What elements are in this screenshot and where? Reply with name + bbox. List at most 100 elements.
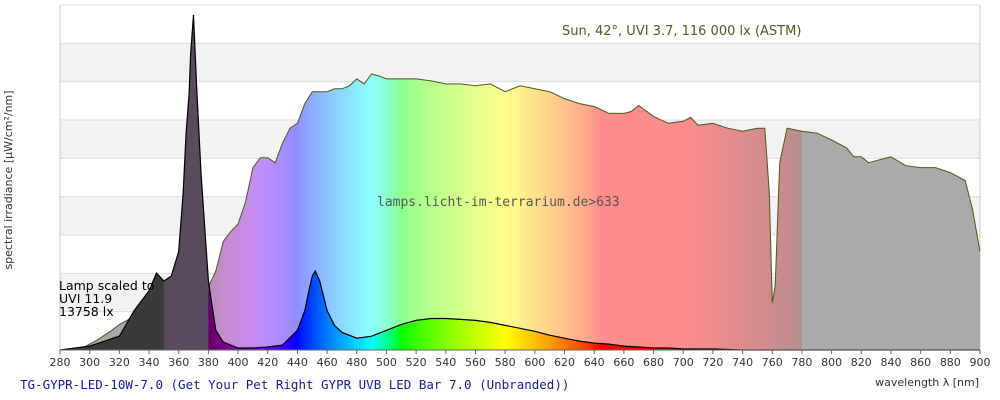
sun-strip [445, 74, 450, 350]
x-tick-label: 820 [851, 356, 872, 369]
watermark: lamps.licht-im-terrarium.de>633 [377, 195, 620, 210]
sun-strip [950, 74, 954, 350]
sun-strip [330, 74, 334, 350]
sun-strip [505, 74, 509, 350]
x-tick-label: 600 [524, 356, 545, 369]
sun-strip [778, 74, 782, 350]
sun-strip [282, 74, 287, 350]
sun-strip [371, 74, 376, 350]
sun-strip [454, 74, 459, 350]
sun-strip [428, 74, 432, 350]
sun-strip [798, 74, 803, 350]
sun-strip [890, 74, 895, 350]
sun-strip [288, 74, 293, 350]
sun-strip [255, 74, 260, 350]
sun-strip [347, 74, 352, 350]
lamp-series-line [59, 14, 980, 351]
sun-strip [709, 74, 714, 350]
x-tick-label: 340 [139, 356, 160, 369]
sun-strip [430, 74, 435, 350]
sun-strip [558, 74, 563, 350]
sun-strip [674, 74, 678, 350]
sun-strip [410, 74, 414, 350]
sun-strip [321, 74, 325, 350]
sun-strip [472, 74, 477, 350]
sun-strip [819, 74, 824, 350]
sun-strip [701, 74, 705, 350]
sun-strip [632, 74, 637, 350]
sun-strip [341, 74, 346, 350]
sun-strip [902, 74, 907, 350]
sun-strip [790, 74, 794, 350]
sun-strip [861, 74, 865, 350]
sun-strip [932, 74, 937, 350]
sun-strip [350, 74, 355, 350]
sun-strip [597, 74, 601, 350]
sun-strip [333, 74, 337, 350]
sun-strip [686, 74, 690, 350]
sun-strip [490, 74, 494, 350]
sun-strip [926, 74, 931, 350]
sun-strip [496, 74, 500, 350]
sun-strip [828, 74, 833, 350]
x-tick-label: 900 [970, 356, 991, 369]
x-tick-label: 400 [228, 356, 249, 369]
sun-strip [576, 74, 580, 350]
grid-band [60, 43, 980, 82]
sun-strip [911, 74, 916, 350]
sun-strip [760, 74, 764, 350]
sun-strip [665, 74, 669, 350]
sun-strip [389, 74, 393, 350]
sun-strip [534, 74, 539, 350]
x-axis-label: wavelength λ [nm] [875, 376, 979, 389]
sun-strip [644, 74, 649, 350]
sun-strip [380, 74, 385, 350]
sun-strip [404, 74, 408, 350]
sun-strip [502, 74, 506, 350]
sun-strip [606, 74, 610, 350]
sun-strip [766, 74, 770, 350]
sun-strip [484, 74, 488, 350]
sun-strip [689, 74, 693, 350]
sun-strip [825, 74, 830, 350]
sun-strip [570, 74, 575, 350]
sun-strip [359, 74, 364, 350]
sun-strip [457, 74, 462, 350]
sun-strip [546, 74, 551, 350]
sun-strip [899, 74, 904, 350]
sun-strip [241, 74, 245, 350]
sun-strip [543, 74, 548, 350]
sun-strip [656, 74, 661, 350]
sun-strip [947, 74, 951, 350]
sun-strip [297, 74, 301, 350]
sun-strip [246, 74, 251, 350]
sun-strip [893, 74, 898, 350]
sun-strip [662, 74, 667, 350]
lamp-strip [190, 14, 195, 350]
sun-strip [956, 74, 960, 350]
x-tick-label: 440 [287, 356, 308, 369]
sun-strip [395, 74, 399, 350]
sun-strip [478, 74, 483, 350]
sun-strip [742, 74, 747, 350]
x-tick-label: 880 [940, 356, 961, 369]
sun-strip [843, 74, 848, 350]
sun-strip [249, 74, 254, 350]
sun-strip [588, 74, 592, 350]
sun-strip [540, 74, 545, 350]
sun-strip [422, 74, 426, 350]
sun-strip [582, 74, 586, 350]
sun-strip [712, 74, 717, 350]
sun-strip [442, 74, 447, 350]
sun-strip [306, 74, 310, 350]
sun-strip [748, 74, 753, 350]
sun-strip [365, 74, 370, 350]
sun-strip [312, 74, 316, 350]
sun-strip [514, 74, 518, 350]
x-axis: 280 300 320 340 360 380 400 420 440 460 480 500 520 5… [50, 349, 991, 369]
sun-strip [953, 74, 957, 350]
sun-strip [888, 74, 892, 350]
sun-strip [273, 74, 278, 350]
sun-strip [285, 74, 290, 350]
